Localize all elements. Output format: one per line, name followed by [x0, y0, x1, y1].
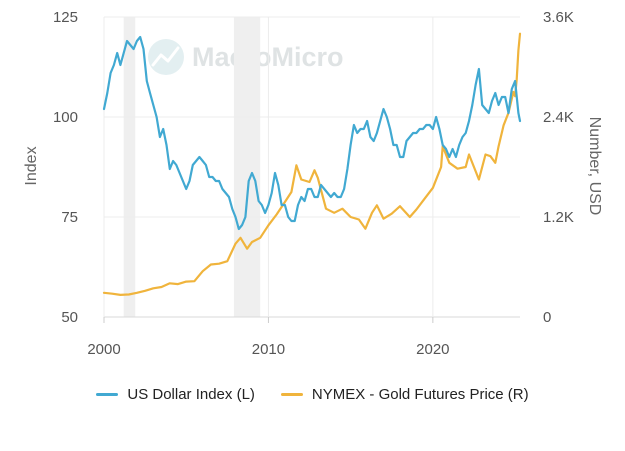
left-tick-label: 75 — [61, 209, 78, 226]
watermark-logo-line — [151, 46, 180, 67]
legend: US Dollar Index (L) NYMEX - Gold Futures… — [0, 386, 625, 403]
legend-item-dollar-index[interactable]: US Dollar Index (L) — [96, 386, 255, 403]
legend-item-gold-price[interactable]: NYMEX - Gold Futures Price (R) — [280, 386, 529, 403]
series-lines — [102, 32, 522, 296]
legend-label-dollar-index: US Dollar Index (L) — [127, 386, 255, 403]
right-tick-label: 3.6K — [543, 9, 574, 26]
watermark-logo-icon — [148, 39, 184, 75]
recession-band-1 — [233, 17, 261, 317]
left-tick-label: 50 — [61, 309, 78, 326]
tick-labels: 125 100 75 50 3.6K 2.4K 1.2K 0 2000 2010 2020 — [53, 9, 574, 358]
recession-shading — [123, 17, 261, 317]
left-tick-label: 125 — [53, 9, 78, 26]
gridlines — [103, 16, 520, 323]
recession-band-0 — [123, 17, 136, 317]
left-tick-label: 100 — [53, 109, 78, 126]
right-axis-title: Number, USD — [586, 117, 603, 216]
legend-label-gold-price: NYMEX - Gold Futures Price (R) — [311, 386, 529, 403]
right-tick-label: 0 — [543, 309, 551, 326]
legend-swatch-gold-price — [280, 393, 303, 396]
watermark-text: MacroMicro — [192, 42, 344, 72]
right-tick-label: 1.2K — [543, 209, 574, 226]
legend-swatch-dollar-index — [96, 393, 119, 396]
series-line-gold-price — [102, 32, 522, 296]
x-tick-label: 2020 — [416, 341, 449, 358]
series-line-dollar-index — [102, 35, 522, 231]
left-axis-title: Index — [23, 146, 40, 185]
x-tick-label: 2000 — [87, 341, 120, 358]
watermark: MacroMicro — [148, 39, 344, 75]
right-tick-label: 2.4K — [543, 109, 574, 126]
x-tick-label: 2010 — [252, 341, 285, 358]
